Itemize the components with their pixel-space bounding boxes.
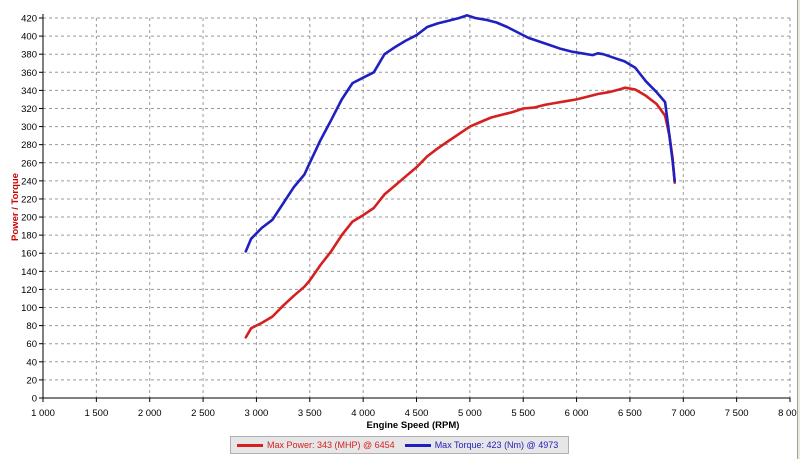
x-tick-label: 1 000 [31, 408, 55, 419]
series-lines [244, 14, 677, 339]
y-tick-label: 320 [21, 104, 37, 115]
legend: Max Power: 343 (MHP) @ 6454 Max Torque: … [230, 436, 569, 454]
x-tick-label: 7 000 [671, 408, 695, 419]
y-tick-label: 200 [21, 213, 37, 224]
y-tick-label: 80 [26, 321, 37, 332]
x-tick-label: 3 000 [245, 408, 269, 419]
torque-series-line [244, 14, 677, 253]
y-tick-label: 0 [32, 394, 37, 405]
y-tick-label: 160 [21, 249, 37, 260]
legend-label-torque: Max Torque: 423 (Nm) @ 4973 [434, 440, 559, 450]
x-tick-label: 4 500 [405, 408, 429, 419]
x-tick-label: 2 500 [191, 408, 215, 419]
legend-item-power: Max Power: 343 (MHP) @ 6454 [237, 440, 395, 450]
x-tick-label: 8 000 [778, 408, 800, 419]
legend-swatch-torque [404, 443, 431, 447]
y-tick-label: 420 [21, 14, 37, 25]
y-tick-label: 120 [21, 285, 37, 296]
y-tick-label: 380 [21, 50, 37, 61]
x-tick-label: 6 000 [565, 408, 589, 419]
x-tick-label: 7 500 [725, 408, 749, 419]
y-tick-label: 40 [26, 357, 37, 368]
y-tick-label: 140 [21, 267, 37, 278]
x-tick-label: 1 500 [84, 408, 108, 419]
y-tick-label: 360 [21, 68, 37, 79]
y-tick-label: 220 [21, 194, 37, 205]
y-tick-label: 300 [21, 122, 37, 133]
x-tick-label: 2 000 [138, 408, 162, 419]
y-tick-label: 100 [21, 303, 37, 314]
y-tick-label: 400 [21, 32, 37, 43]
y-tick-label: 20 [26, 375, 37, 386]
power-series-line [244, 86, 677, 339]
y-tick-label: 180 [21, 231, 37, 242]
y-tick-label: 340 [21, 86, 37, 97]
window-frame-right [797, 0, 800, 459]
x-tick-label: 5 500 [511, 408, 535, 419]
x-tick-label: 4 000 [351, 408, 375, 419]
legend-item-torque: Max Torque: 423 (Nm) @ 4973 [404, 440, 559, 450]
y-tick-label: 240 [21, 176, 37, 187]
chart-background [0, 0, 797, 432]
y-tick-label: 280 [21, 140, 37, 151]
axes [39, 14, 791, 402]
grid [43, 17, 791, 398]
y-axis-title: Power / Torque [10, 173, 21, 241]
y-tick-label: 260 [21, 158, 37, 169]
x-tick-labels: 1 000 1 500 2 000 2 500 3 000 3 500 4 000 4 500… [31, 408, 800, 419]
legend-label-power: Max Power: 343 (MHP) @ 6454 [267, 440, 395, 450]
x-axis-title: Engine Speed (RPM) [367, 420, 460, 431]
x-tick-label: 5 000 [458, 408, 482, 419]
y-tick-label: 60 [26, 339, 37, 350]
legend-swatch-power [237, 443, 263, 447]
x-tick-label: 6 500 [618, 408, 642, 419]
y-tick-labels: 0 20 40 60 80 100 120 140 160 180 200 220 240 260 280 3… [21, 14, 37, 405]
x-tick-label: 3 500 [298, 408, 322, 419]
